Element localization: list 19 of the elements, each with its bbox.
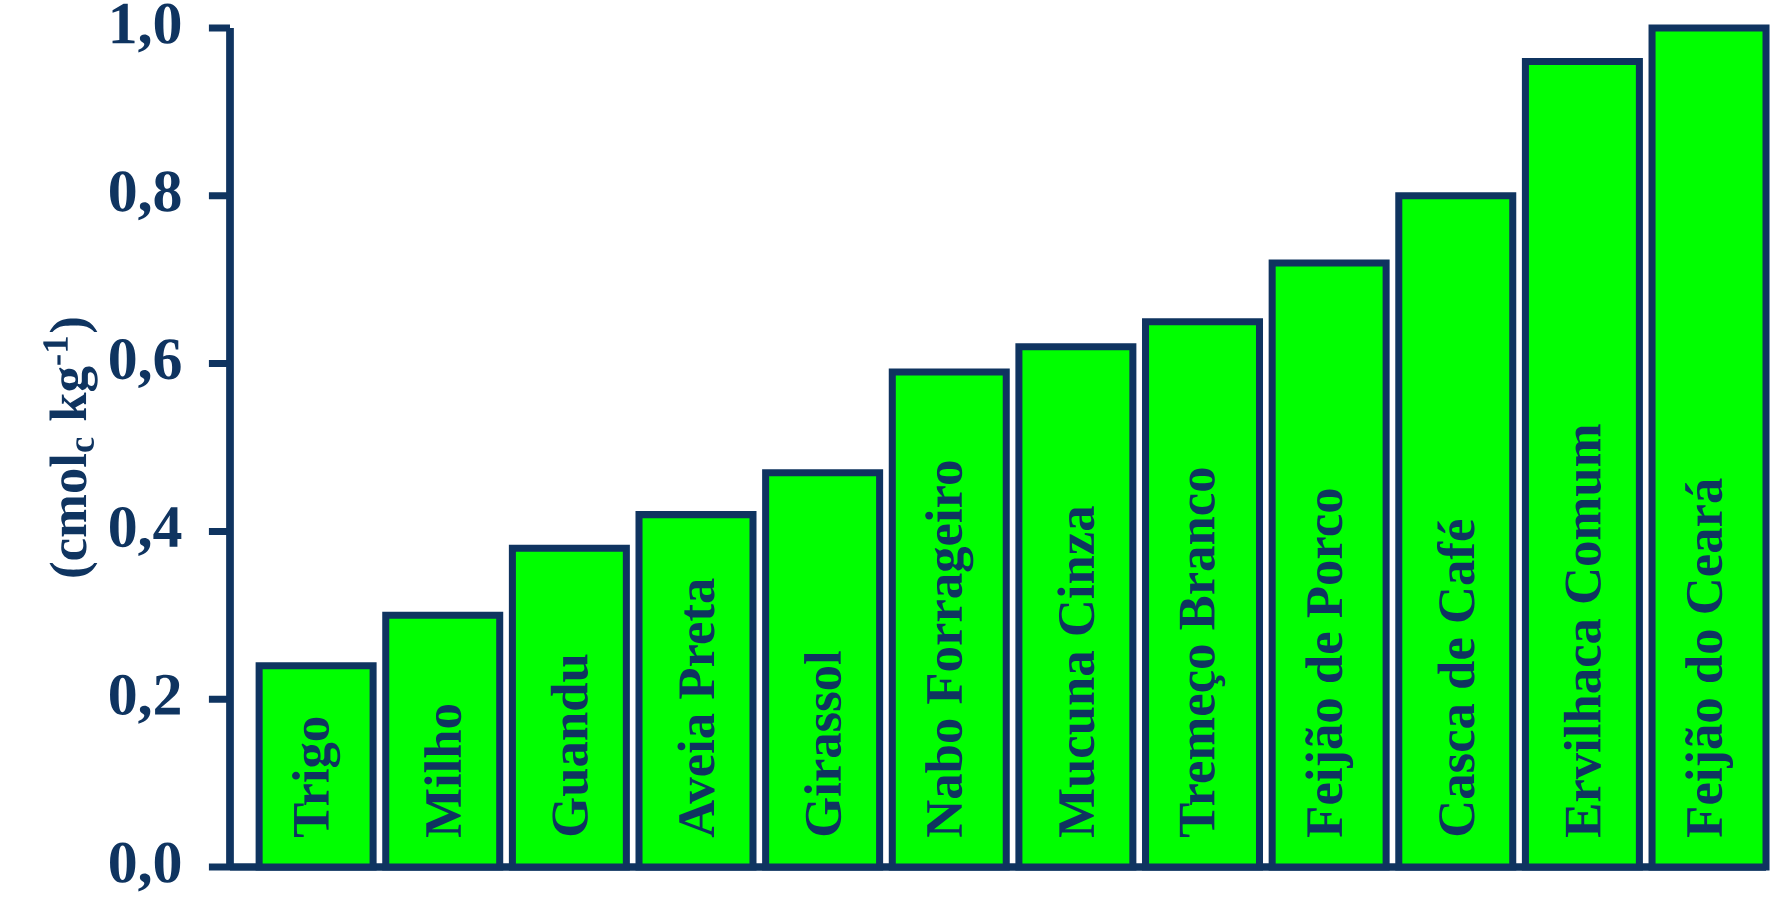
x-tick-label: Mucuna Cinza — [1057, 506, 1095, 837]
x-tick-label: Nabo Forrageiro — [925, 461, 974, 837]
y-tick-label: 0,6 — [110, 339, 181, 389]
x-tick-label: Milho — [424, 705, 462, 837]
x-tick-label: Aveia Preta — [677, 578, 715, 838]
x-tick-label: Girassol — [804, 651, 842, 836]
y-tick-label: 0,0 — [110, 842, 181, 892]
x-tick-label: Casca de Café — [1436, 520, 1475, 836]
x-tick-label: Trigo — [292, 717, 341, 837]
x-tick-label: Tremeço Branco — [1179, 468, 1226, 837]
y-tick-label: 1,0 — [112, 3, 181, 53]
y-axis-title: (cmol$_{c}$ kg$^{-1}$) — [43, 318, 98, 577]
y-tick-label: 0,8 — [110, 171, 181, 221]
y-tick-label: 0,2 — [110, 674, 180, 724]
x-tick-label: Feijão do Ceará — [1685, 478, 1734, 837]
x-tick-label: Guandu — [550, 654, 588, 836]
x-tick-label: Ervilhaca Comum — [1563, 424, 1602, 837]
y-tick-label: 0,4 — [110, 506, 182, 556]
x-tick-label: Feijão de Porco — [1305, 489, 1354, 837]
